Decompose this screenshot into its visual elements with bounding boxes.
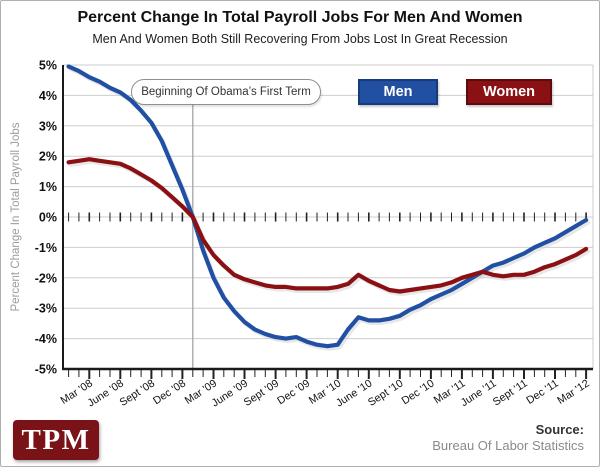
svg-text:Dec '09: Dec '09 bbox=[275, 377, 312, 407]
svg-text:June '11: June '11 bbox=[459, 377, 499, 409]
svg-text:Sept '08: Sept '08 bbox=[118, 377, 157, 408]
svg-text:Dec '10: Dec '10 bbox=[400, 377, 437, 407]
svg-text:-1%: -1% bbox=[35, 241, 57, 255]
svg-text:June '10: June '10 bbox=[334, 377, 374, 409]
obama-term-annotation: Beginning Of Obama’s First Term bbox=[131, 79, 321, 105]
svg-text:Percent Change In Total Payrol: Percent Change In Total Payroll Jobs bbox=[10, 122, 22, 311]
svg-text:Mar '12: Mar '12 bbox=[555, 377, 591, 406]
legend-women: Women bbox=[466, 79, 552, 105]
svg-text:-3%: -3% bbox=[35, 302, 57, 316]
tpm-logo: TPM bbox=[13, 420, 99, 460]
legend-men: Men bbox=[358, 79, 438, 105]
svg-text:1%: 1% bbox=[39, 180, 57, 194]
svg-text:2%: 2% bbox=[39, 150, 57, 164]
svg-text:Sept '10: Sept '10 bbox=[366, 377, 405, 408]
svg-text:5%: 5% bbox=[39, 59, 57, 73]
chart-subtitle: Men And Women Both Still Recovering From… bbox=[92, 32, 508, 46]
legend-men-label: Men bbox=[383, 84, 413, 100]
source-name: Bureau Of Labor Statistics bbox=[432, 438, 584, 453]
source-credit: Source: Bureau Of Labor Statistics bbox=[432, 422, 584, 454]
svg-text:3%: 3% bbox=[39, 119, 57, 133]
source-label: Source: bbox=[535, 422, 584, 437]
svg-text:0%: 0% bbox=[39, 211, 57, 225]
svg-text:-2%: -2% bbox=[35, 271, 57, 285]
legend-women-label: Women bbox=[482, 84, 536, 100]
svg-text:4%: 4% bbox=[39, 89, 57, 103]
svg-text:Dec '08: Dec '08 bbox=[151, 377, 188, 407]
svg-text:Sept '09: Sept '09 bbox=[242, 377, 281, 408]
svg-text:-5%: -5% bbox=[35, 363, 57, 377]
svg-text:-4%: -4% bbox=[35, 332, 57, 346]
chart-title: Percent Change In Total Payroll Jobs For… bbox=[77, 9, 523, 26]
svg-text:Dec '11: Dec '11 bbox=[524, 377, 560, 406]
svg-text:Sept '11: Sept '11 bbox=[491, 377, 530, 408]
